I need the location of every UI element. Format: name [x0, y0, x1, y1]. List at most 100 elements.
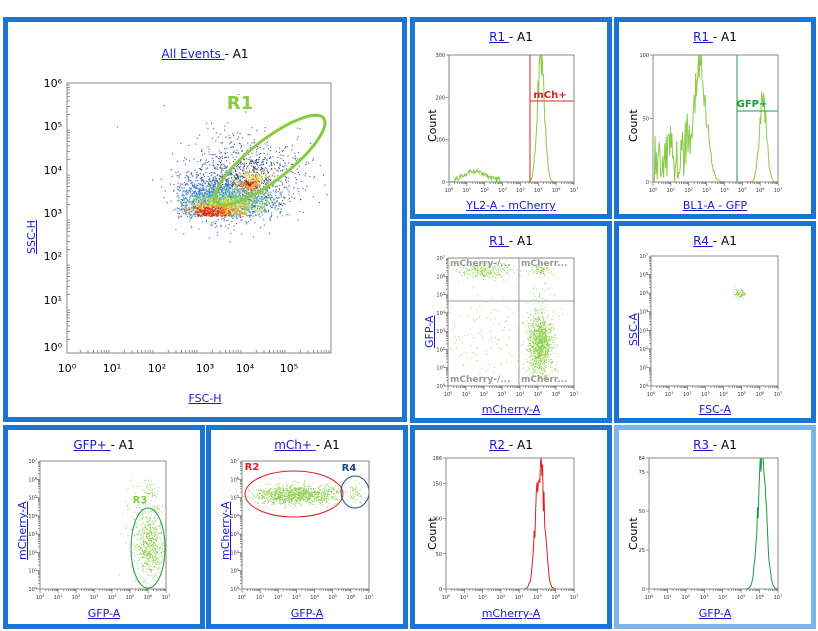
scatter-point	[273, 162, 275, 164]
density-point	[194, 187, 197, 189]
density-point	[247, 192, 249, 194]
scatter-point	[476, 268, 478, 270]
density-point	[253, 189, 256, 191]
density-point	[211, 193, 213, 195]
density-point	[253, 176, 255, 179]
scatter-point	[245, 111, 247, 113]
scatter-point	[191, 190, 193, 192]
x-axis-label[interactable]: GFP-A	[619, 607, 811, 620]
density-point	[230, 180, 232, 182]
density-point	[227, 174, 229, 177]
scatter-point	[275, 195, 277, 197]
scatter-point	[493, 265, 495, 267]
scatter-point	[251, 152, 253, 154]
scatter-point	[497, 272, 499, 274]
density-point	[240, 173, 242, 175]
x-axis-label[interactable]: BL1-A - GFP	[619, 199, 811, 212]
scatter-point	[241, 150, 243, 153]
density-point	[253, 188, 255, 190]
y-tick-label: 50	[643, 117, 649, 123]
x-axis-label[interactable]: GFP-A	[8, 607, 200, 620]
scatter-point	[536, 367, 538, 369]
scatter-point	[224, 148, 226, 150]
scatter-point	[255, 175, 257, 177]
scatter-point	[232, 171, 234, 173]
scatter-point	[224, 225, 227, 227]
x-axis-link[interactable]: GFP-A	[290, 607, 324, 620]
density-point	[215, 195, 218, 197]
x-axis-label[interactable]: GFP-A	[211, 607, 403, 620]
scatter-point	[537, 318, 539, 320]
density-point	[232, 178, 234, 181]
x-axis-label[interactable]: FSC-H	[8, 392, 402, 405]
scatter-point	[233, 225, 235, 227]
density-point	[261, 204, 263, 206]
x-axis-link[interactable]: GFP-A	[87, 607, 121, 620]
scatter-point	[297, 219, 299, 221]
title-link[interactable]: R1	[489, 234, 509, 248]
scatter-point	[222, 195, 224, 197]
scatter-point	[243, 170, 245, 172]
scatter-point	[264, 208, 266, 210]
title-link[interactable]: R2	[489, 438, 509, 452]
x-axis-link[interactable]: mCherry-A	[481, 403, 541, 416]
x-axis-link[interactable]: BL1-A - GFP	[682, 199, 748, 212]
scatter-point	[507, 265, 509, 267]
scatter-point	[236, 214, 238, 216]
title-link[interactable]: GFP+	[73, 438, 111, 452]
scatter-point	[491, 276, 493, 278]
scatter-point	[538, 338, 540, 340]
panel-title: R4 - A1	[619, 234, 811, 248]
density-point	[182, 210, 184, 213]
density-point	[207, 197, 209, 200]
x-axis-link[interactable]: YL2-A - mCherry	[466, 199, 556, 212]
title-link[interactable]: R3	[693, 438, 713, 452]
scatter-point	[250, 192, 253, 194]
density-point	[244, 178, 246, 180]
x-axis-link[interactable]: FSC-A	[698, 403, 732, 416]
scatter-point	[530, 320, 532, 322]
scatter-point	[299, 211, 301, 213]
scatter-point	[526, 312, 528, 314]
scatter-point	[538, 317, 540, 319]
scatter-point	[245, 221, 247, 223]
scatter-point	[494, 266, 496, 268]
scatter-point	[484, 270, 486, 272]
density-point	[199, 206, 201, 209]
density-point	[253, 190, 255, 192]
x-axis-label[interactable]: mCherry-A	[415, 403, 607, 416]
density-point	[197, 174, 199, 176]
scatter-point	[220, 133, 222, 135]
x-axis-link[interactable]: GFP-A	[698, 607, 732, 620]
title-link[interactable]: R1	[489, 30, 509, 44]
density-point	[206, 200, 208, 202]
density-point	[211, 198, 213, 201]
scatter-point	[230, 184, 232, 187]
title-link[interactable]: mCh+	[274, 438, 316, 452]
scatter-point	[274, 201, 276, 203]
title-link[interactable]: R1	[693, 30, 713, 44]
x-axis-label[interactable]: mCherry-A	[415, 607, 607, 620]
scatter-point	[541, 349, 543, 351]
title-link[interactable]: R4	[693, 234, 713, 248]
density-point	[192, 201, 195, 203]
scatter-point	[223, 218, 225, 220]
scatter-point	[266, 162, 268, 165]
density-point	[231, 210, 233, 213]
scatter-point	[535, 365, 537, 367]
scatter-point	[225, 165, 227, 168]
scatter-point	[294, 155, 296, 157]
x-axis-link[interactable]: mCherry-A	[481, 607, 541, 620]
x-axis-label[interactable]: YL2-A - mCherry	[415, 199, 607, 212]
title-link[interactable]: All Events	[161, 47, 225, 61]
density-point	[183, 212, 185, 215]
scatter-point	[264, 127, 266, 129]
scatter-point	[535, 340, 537, 342]
y-tick-label: 10⁴	[44, 164, 63, 177]
density-point	[219, 194, 221, 196]
density-point	[238, 195, 240, 197]
density-point	[260, 170, 262, 172]
x-axis-label[interactable]: FSC-A	[619, 403, 811, 416]
x-axis-link[interactable]: FSC-H	[188, 392, 222, 405]
density-point	[263, 202, 265, 205]
